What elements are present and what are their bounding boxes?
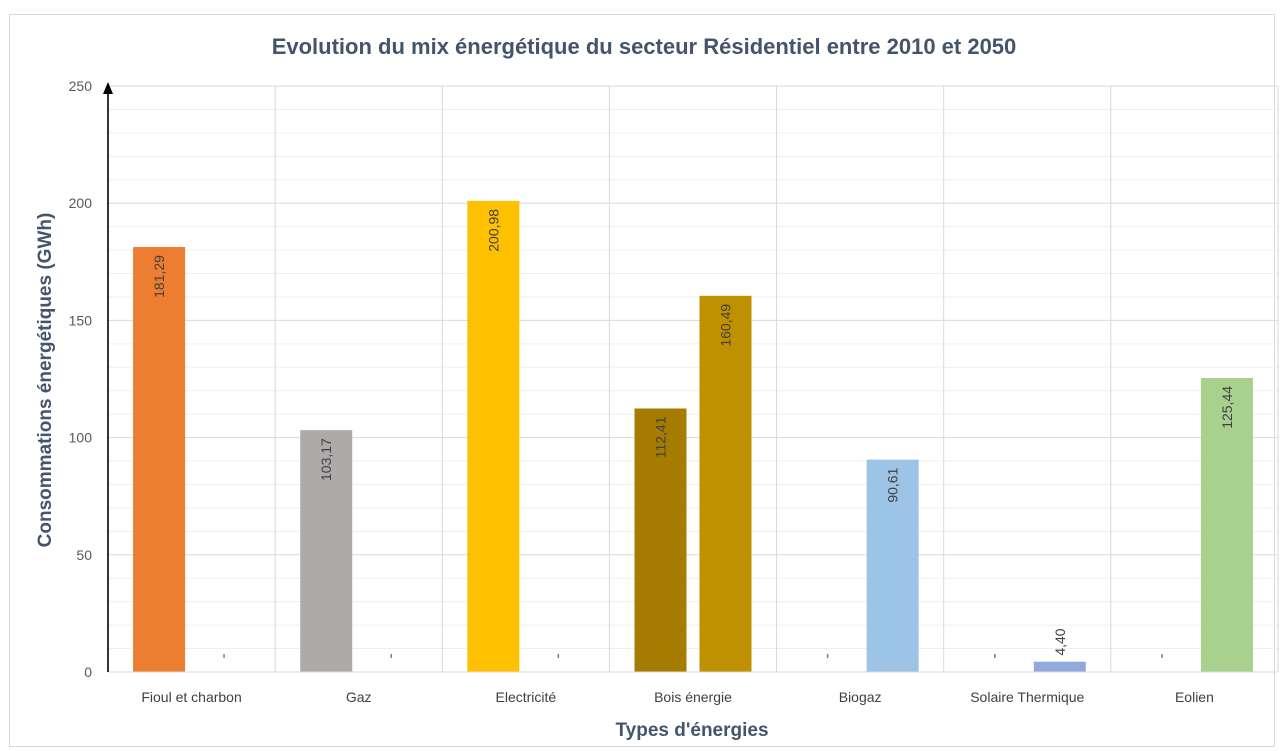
y-axis-arrow [103, 82, 113, 94]
y-tick-label: 50 [76, 547, 92, 563]
bar [1200, 377, 1253, 672]
labels: 0 50 100 150 200 250 Fioul et charbon 181,29 Gaz… [69, 78, 1235, 705]
data-label: 4,40 [1052, 628, 1068, 655]
x-tick-label: Fioul et charbon [141, 689, 241, 705]
x-tick-label: Biogaz [839, 689, 882, 705]
data-label: 160,49 [718, 304, 734, 347]
bar [300, 430, 353, 672]
data-label: 200,98 [485, 209, 501, 252]
y-tick-label: 100 [69, 430, 93, 446]
bar [467, 200, 520, 672]
data-label: 103,17 [318, 438, 334, 481]
x-tick-label: Gaz [346, 689, 372, 705]
data-label: 90,61 [885, 467, 901, 502]
chart-title: Evolution du mix énergétique du secteur … [272, 34, 1017, 59]
x-tick-label: Bois énergie [654, 689, 732, 705]
data-label: 181,29 [151, 255, 167, 298]
x-tick-label: Solaire Thermique [970, 689, 1084, 705]
x-tick-label: Electricité [496, 689, 557, 705]
x-axis-title: Types d'énergies [615, 720, 768, 741]
data-label: 125,44 [1219, 386, 1235, 429]
y-axis-title: Consommations énergétiques (GWh) [35, 213, 56, 548]
grid [108, 85, 1279, 673]
x-tick-label: Eolien [1175, 689, 1214, 705]
y-tick-label: 200 [69, 195, 93, 211]
bar [866, 459, 919, 672]
data-label: 112,41 [653, 416, 669, 458]
y-tick-label: 0 [84, 664, 92, 680]
bar [133, 247, 186, 672]
bar [634, 408, 687, 672]
bars [133, 200, 1253, 672]
y-tick-label: 250 [69, 78, 93, 94]
axes [103, 82, 1278, 673]
bar [1033, 661, 1086, 672]
bar [699, 295, 752, 672]
y-tick-label: 150 [69, 312, 93, 328]
